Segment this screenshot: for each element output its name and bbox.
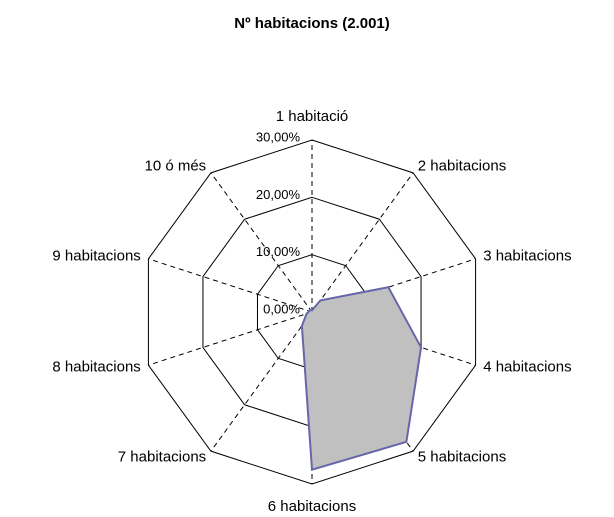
tick-label: 30,00% [256,129,301,144]
spoke [210,311,313,452]
axis-label: 2 habitacions [418,157,506,174]
axis-label: 1 habitació [276,108,349,125]
grid-ring [147,139,477,485]
tick-label: 20,00% [256,187,301,202]
spoke [311,172,414,313]
spoke [210,172,313,313]
data-area [300,286,423,471]
axis-label: 9 habitacions [52,247,140,264]
spoke [148,311,313,366]
axis-label: 5 habitacions [418,449,506,466]
axis-label: 7 habitacions [118,449,206,466]
axis-label: 6 habitacions [268,498,356,515]
axis-label: 10 ó més [144,157,206,174]
axis-label: 4 habitacions [483,359,571,376]
axis-label: 3 habitacions [483,247,571,264]
axis-label: 8 habitacions [52,359,140,376]
tick-label: 0,00% [263,301,300,316]
spoke [148,258,313,313]
chart-title: Nº habitacions (2.001) [234,15,390,32]
tick-label: 10,00% [256,244,301,259]
